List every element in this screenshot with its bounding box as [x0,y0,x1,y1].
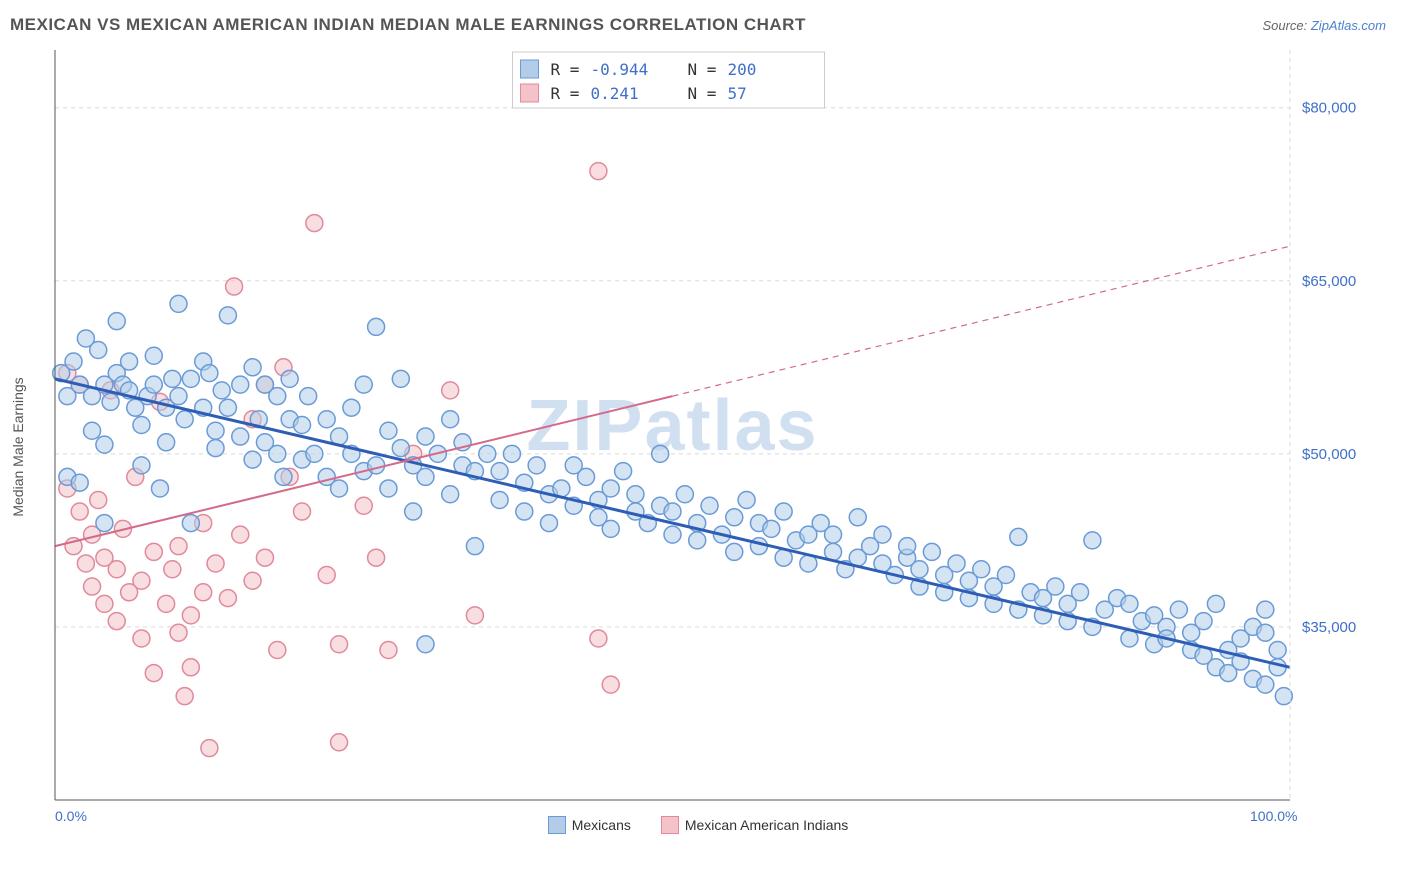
svg-text:200: 200 [728,60,757,79]
legend-swatch [548,816,566,834]
source-link[interactable]: ZipAtlas.com [1311,18,1386,33]
chart-title: MEXICAN VS MEXICAN AMERICAN INDIAN MEDIA… [10,15,806,35]
svg-text:-0.944: -0.944 [591,60,649,79]
legend-label: Mexicans [572,817,631,833]
svg-text:N =: N = [688,60,717,79]
svg-text:$35,000: $35,000 [1302,619,1356,636]
svg-text:57: 57 [728,84,747,103]
y-axis-label: Median Male Earnings [10,377,26,516]
svg-text:N =: N = [688,84,717,103]
scatter-chart-svg: $35,000 $50,000 $65,000 $80,000 ZIPatlas R =-… [10,40,1360,820]
legend-swatch [661,816,679,834]
svg-text:$50,000: $50,000 [1302,446,1356,463]
svg-text:$65,000: $65,000 [1302,273,1356,290]
svg-text:R =: R = [551,60,580,79]
source-prefix: Source: [1262,18,1310,33]
legend-bottom: Mexicans Mexican American Indians [10,816,1386,834]
svg-text:$80,000: $80,000 [1302,100,1356,117]
svg-text:R =: R = [551,84,580,103]
chart-area: Median Male Earnings $35,000 $50,000 $65,0… [10,40,1386,838]
legend-item: Mexicans [548,816,631,834]
svg-text:ZIPatlas: ZIPatlas [526,386,818,466]
legend-item: Mexican American Indians [661,816,848,834]
source-attribution: Source: ZipAtlas.com [1262,18,1386,33]
svg-text:0.241: 0.241 [591,84,639,103]
legend-label: Mexican American Indians [685,817,848,833]
